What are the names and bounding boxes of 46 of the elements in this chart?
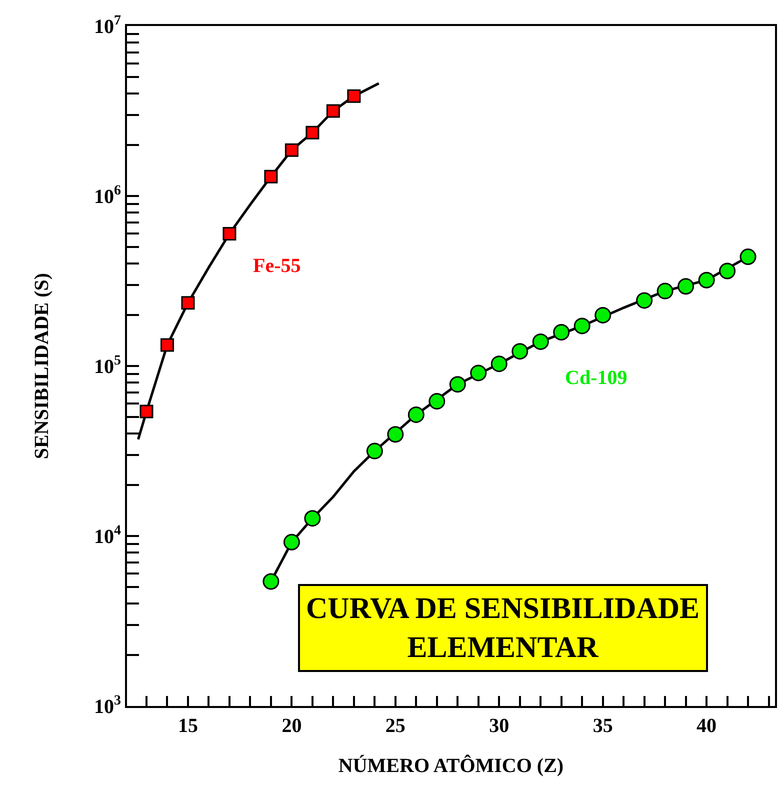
- y-tick-label: 10$^{5}$: [94, 354, 121, 378]
- point: [698, 272, 715, 288]
- point: [326, 104, 340, 118]
- point: [283, 534, 300, 550]
- point: [408, 406, 424, 423]
- point: [181, 296, 195, 310]
- x-tick-label: 20: [282, 715, 302, 737]
- point: [304, 510, 321, 527]
- point: [636, 292, 653, 309]
- point: [347, 89, 361, 103]
- point: [512, 343, 528, 360]
- point: [222, 226, 236, 240]
- x-tick-label: 35: [592, 715, 613, 737]
- point: [574, 318, 590, 334]
- annotation: CURVA DE SENSIBILIDADE ELEMENTAR: [306, 592, 700, 664]
- point: [264, 170, 278, 184]
- series-label: Cd-109: [565, 367, 628, 389]
- point: [656, 282, 674, 300]
- y-tick-label: 10$^{7}$: [94, 14, 121, 38]
- point: [449, 376, 466, 393]
- point: [470, 364, 487, 382]
- point: [284, 143, 298, 157]
- point: [262, 573, 280, 590]
- point: [532, 333, 549, 350]
- point: [160, 338, 174, 352]
- point: [366, 442, 383, 460]
- point: [594, 306, 612, 324]
- point: [140, 404, 154, 418]
- point: [387, 426, 404, 443]
- x-axis-title: NÚMERO ATÔMICO (Z): [338, 754, 564, 777]
- x-tick-label: 25: [385, 715, 406, 737]
- series-label: Fe-55: [253, 255, 301, 277]
- y-tick-label: 10$^{3}$: [94, 694, 121, 718]
- y-tick-label: 10$^{6}$: [94, 184, 121, 208]
- y-tick-label: 10$^{4}$: [94, 524, 121, 548]
- point: [428, 393, 446, 410]
- point: [740, 248, 756, 266]
- x-tick-label: 30: [489, 715, 510, 737]
- x-tick-label: 40: [696, 715, 717, 737]
- y-axis-title: SENSIBILIDADE (S): [31, 272, 53, 460]
- point: [678, 278, 694, 295]
- point: [306, 126, 320, 140]
- point: [719, 262, 736, 280]
- x-tick-label: 15: [178, 715, 198, 737]
- point: [553, 324, 570, 340]
- point: [490, 356, 508, 372]
